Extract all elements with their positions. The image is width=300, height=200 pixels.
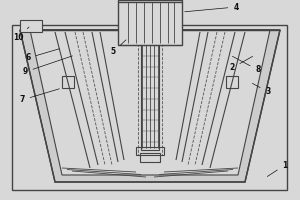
Bar: [12, 25, 287, 190]
Text: 3: 3: [252, 83, 271, 97]
Bar: [226, 76, 238, 88]
Bar: [141, 35, 159, 150]
Bar: [62, 76, 74, 88]
Bar: [136, 147, 164, 155]
Text: 5: 5: [110, 40, 126, 56]
Text: 4: 4: [185, 2, 239, 12]
Text: 10: 10: [13, 27, 29, 43]
Polygon shape: [20, 30, 280, 182]
Text: 1: 1: [267, 160, 288, 176]
Bar: [118, 0, 182, 45]
Text: 9: 9: [22, 56, 72, 76]
Polygon shape: [30, 30, 270, 175]
Text: 8: 8: [232, 56, 261, 74]
Text: 6: 6: [26, 49, 59, 62]
Bar: [140, 153, 160, 162]
Text: 2: 2: [230, 56, 253, 72]
Text: 7: 7: [19, 89, 59, 104]
Bar: [20, 20, 42, 32]
